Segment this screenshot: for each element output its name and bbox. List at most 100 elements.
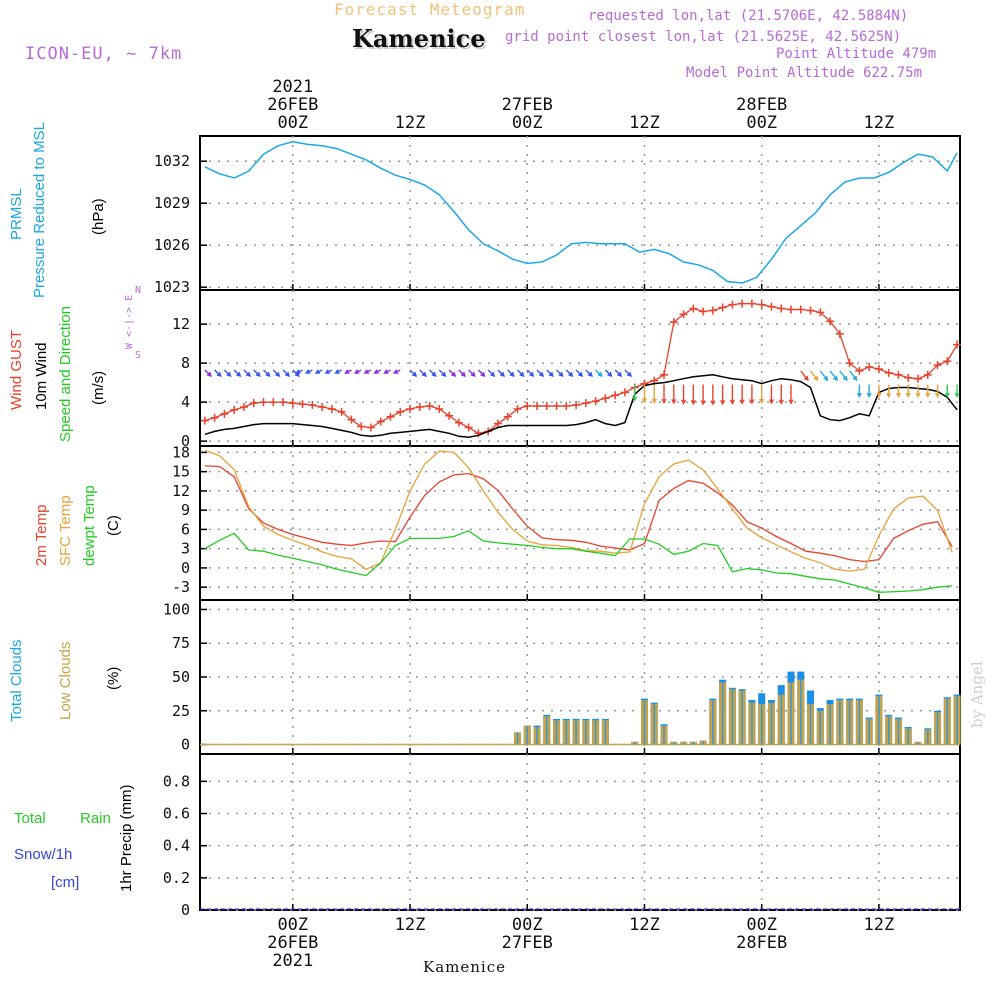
wind-gust-marker <box>835 329 844 338</box>
wind-direction-arrowhead <box>886 392 892 399</box>
wind-direction-arrowhead <box>344 369 350 374</box>
wind-gust-marker <box>552 402 561 411</box>
wind-direction-arrowhead <box>451 371 457 377</box>
wind-direction-arrowhead <box>641 398 648 404</box>
wind-direction-arrow <box>819 370 828 381</box>
wind-direction-arrowhead <box>490 371 496 377</box>
wind-gust-marker <box>884 368 893 377</box>
wind-gust-marker <box>787 305 796 314</box>
wind-direction-arrowhead <box>700 400 706 406</box>
wind-gust-marker <box>874 364 883 373</box>
bottom-axis-tick-label: 12Z <box>629 915 660 935</box>
ytick-label-clouds: 0 <box>181 736 190 754</box>
wind-gust-marker <box>454 418 463 427</box>
wind-gust-marker <box>327 404 336 413</box>
wind-gust-marker <box>572 401 581 410</box>
point-altitude: Point Altitude 479m <box>776 46 937 62</box>
panel-frame-precipitation <box>199 753 961 911</box>
wind-direction-arrowhead <box>720 399 726 406</box>
precip-rain-label: Rain <box>80 810 111 827</box>
wind-direction-arrowhead <box>216 371 222 377</box>
station-name: Kamenice <box>352 24 486 53</box>
bottom-axis-tick-label: 00Z <box>277 915 308 935</box>
wind-direction-arrowhead <box>363 369 369 374</box>
wind-gust-marker <box>288 399 297 408</box>
bottom-axis-tick-label: 12Z <box>395 915 426 935</box>
chart-title: Forecast Meteogram <box>334 0 526 19</box>
ytick-label-pressure: 1032 <box>154 152 190 170</box>
wind-gust-marker <box>689 304 698 313</box>
bottom-axis-tick-label: 00Z <box>746 915 777 935</box>
ytick-label-clouds: 25 <box>172 702 190 720</box>
top-axis-tick-label: 28FEB <box>736 95 787 115</box>
ytick-label-temperature: 0 <box>181 559 190 577</box>
wind-direction-arrowhead <box>578 371 584 377</box>
wind-direction-arrowhead <box>353 369 360 374</box>
wind-gust-marker <box>493 419 502 428</box>
wind-gust-marker <box>249 399 258 408</box>
wind-direction-arrowhead <box>538 371 545 377</box>
ytick-label-wind: 4 <box>181 393 190 411</box>
wind-direction-arrowhead <box>803 375 809 382</box>
top-axis-year: 2021 <box>272 77 313 97</box>
wind-gust-marker <box>806 306 815 315</box>
wind-direction-arrowhead <box>632 396 638 402</box>
wind-direction-arrowhead <box>411 371 418 377</box>
ytick-label-wind: 0 <box>181 432 190 450</box>
wind-gust-marker <box>767 302 776 311</box>
bottom-axis-tick-label: 28FEB <box>736 933 787 953</box>
wind-direction-arrowhead <box>876 392 882 399</box>
top-axis-tick-label: 12Z <box>629 113 660 133</box>
wind-direction-arrowhead <box>895 392 901 399</box>
wind-gust-marker <box>503 412 512 421</box>
panel-frame-pressure <box>199 135 961 291</box>
wind-direction-arrowhead <box>729 399 735 405</box>
wind-direction-arrowhead <box>739 399 745 405</box>
wind-direction-arrowhead <box>607 371 613 377</box>
wind-direction-arrowhead <box>788 399 794 405</box>
wind-direction-arrowhead <box>768 399 774 405</box>
wind-gust-marker <box>308 401 317 410</box>
ytick-label-temperature: -3 <box>172 578 190 596</box>
wind-gust-marker <box>845 359 854 368</box>
bottom-axis-tick-label: 26FEB <box>267 933 318 953</box>
wind-gust-marker <box>699 307 708 316</box>
wind-direction-arrowhead <box>944 392 950 399</box>
wind-direction-arrowhead <box>710 400 716 406</box>
wind-direction-arrowhead <box>749 399 755 405</box>
wind-gust-marker <box>679 310 688 319</box>
wind-direction-arrowhead <box>255 371 261 377</box>
bottom-axis-tick-label: 00Z <box>512 915 543 935</box>
top-axis-tick-label: 00Z <box>512 113 543 133</box>
wind-direction-arrowhead <box>866 392 872 399</box>
wind-gust-marker <box>620 388 629 397</box>
wind-gust-marker <box>708 306 717 315</box>
wind-gust-marker <box>738 299 747 308</box>
wind-direction-arrow <box>800 370 809 381</box>
wind-gust-marker <box>445 411 454 420</box>
wind-gust-marker <box>230 405 239 414</box>
ytick-label-precipitation: 0.2 <box>163 869 190 887</box>
wind-direction-arrowhead <box>392 369 399 374</box>
wind-gust-marker <box>337 407 346 416</box>
ytick-label-temperature: 18 <box>172 443 190 461</box>
wind-gust-marker <box>660 370 669 379</box>
wind-direction-arrowhead <box>206 371 212 377</box>
wind-gust-marker <box>865 363 874 372</box>
wind-gust-marker <box>239 403 248 411</box>
wind-direction-arrowhead <box>617 371 623 377</box>
bottom-station-name: Kamenice <box>423 958 506 976</box>
wind-gust-marker <box>366 423 375 432</box>
wind-direction-arrowhead <box>925 392 931 399</box>
wind-direction-arrowhead <box>334 369 340 374</box>
wind-direction-arrowhead <box>284 371 291 377</box>
precip-total-label: Total <box>14 810 46 827</box>
requested-coordinates: requested lon,lat (21.5706E, 42.5884N) <box>588 8 909 24</box>
wind-gust-marker <box>581 399 590 408</box>
wind-direction-arrowhead <box>295 369 301 374</box>
wind-gust-marker <box>435 404 444 413</box>
wind-direction-arrowhead <box>548 371 554 377</box>
wind-direction-arrowhead <box>671 399 677 405</box>
wind-direction-arrowhead <box>245 371 251 377</box>
wind-gust-marker <box>562 402 571 411</box>
